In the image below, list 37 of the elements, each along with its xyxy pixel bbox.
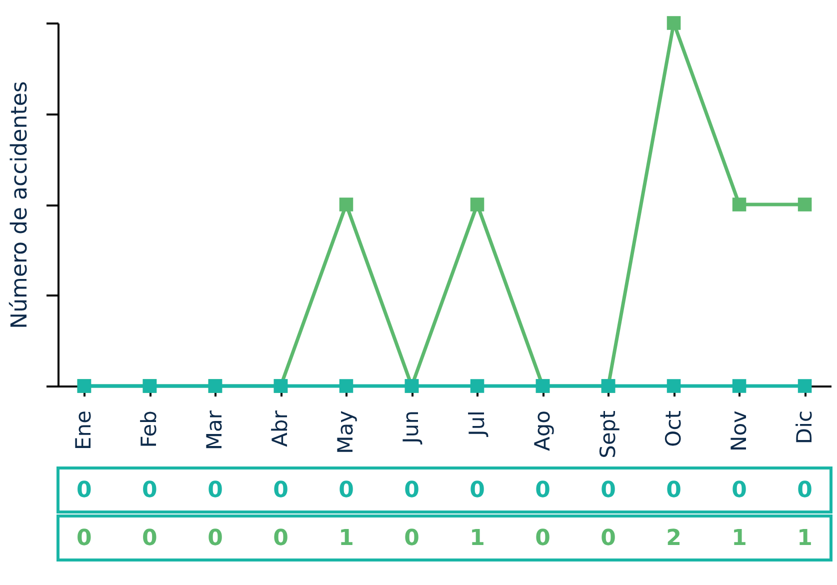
data-label: 0 — [535, 526, 550, 551]
x-tick-label: Abr — [268, 410, 292, 447]
data-label: 0 — [535, 478, 550, 503]
data-label: 1 — [338, 526, 354, 551]
data-label: 1 — [732, 526, 747, 551]
data-label: 2 — [666, 526, 682, 551]
data-label: 0 — [208, 526, 223, 551]
x-tick-label: Ago — [530, 410, 554, 452]
x-tick-label: Mar — [202, 410, 227, 450]
data-label: 0 — [797, 478, 812, 503]
data-label: 0 — [404, 526, 420, 551]
x-tick-label: Dic — [792, 410, 816, 444]
x-tick-label: Feb — [137, 410, 162, 448]
data-label: 0 — [470, 478, 485, 503]
data-label: 0 — [273, 526, 288, 551]
x-tick-label: Oct — [661, 410, 686, 447]
x-tick-label: Sept — [596, 410, 620, 458]
x-tick-label: Nov — [726, 410, 751, 452]
data-label: 0 — [666, 478, 682, 503]
x-tick-label: May — [334, 410, 358, 454]
data-label: 0 — [142, 478, 158, 503]
x-tick-label: Ene — [72, 410, 96, 450]
data-label: 0 — [76, 478, 92, 503]
data-label: 0 — [208, 478, 223, 503]
data-label: 0 — [600, 526, 616, 551]
data-label: 0 — [142, 526, 158, 551]
data-label: 0 — [404, 478, 420, 503]
data-label: 0 — [338, 478, 354, 503]
data-label: 0 — [600, 478, 616, 503]
x-tick-label: Jul — [464, 410, 489, 438]
x-tick-label: Jun — [399, 410, 424, 446]
data-label: 0 — [76, 526, 92, 551]
data-label: 0 — [273, 478, 288, 503]
data-label: 1 — [797, 526, 812, 551]
data-label: 0 — [732, 478, 747, 503]
y-axis-title: Número de accidentes — [8, 81, 32, 329]
data-label: 1 — [470, 526, 485, 551]
